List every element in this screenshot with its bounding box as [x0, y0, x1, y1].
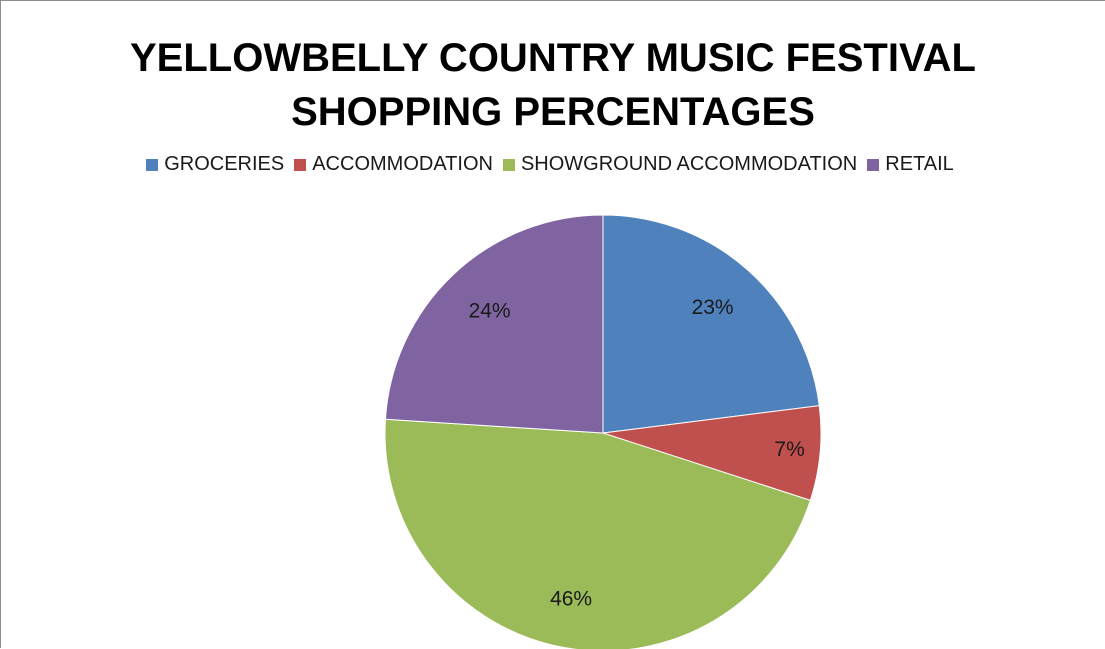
- legend-item-groceries: GROCERIES: [146, 153, 284, 176]
- chart-title: YELLOWBELLY COUNTRY MUSIC FESTIVAL SHOPP…: [0, 31, 1105, 139]
- chart-title-line-2: SHOPPING PERCENTAGES: [291, 90, 815, 134]
- legend-swatch-retail: [867, 158, 880, 171]
- legend-label-groceries: GROCERIES: [164, 153, 285, 175]
- legend-label-showground-accommodation: SHOWGROUND ACCOMMODATION: [520, 153, 858, 175]
- legend-item-showground-accommodation: SHOWGROUND ACCOMMODATION: [502, 153, 858, 176]
- legend-item-retail: RETAIL: [867, 153, 954, 176]
- chart-title-line-1: YELLOWBELLY COUNTRY MUSIC FESTIVAL: [130, 36, 976, 80]
- legend-swatch-groceries: [146, 158, 159, 171]
- data-label-accommodation: 7%: [774, 438, 804, 461]
- pie-data-labels: 23% 7% 46% 24%: [469, 296, 805, 610]
- legend-item-accommodation: ACCOMMODATION: [294, 153, 493, 176]
- legend-swatch-showground-accommodation: [502, 158, 515, 171]
- pie-slice-retail: [384, 214, 604, 434]
- pie-slice-showground-accommodation: [384, 418, 811, 649]
- legend-label-retail: RETAIL: [885, 153, 954, 175]
- pie-slices: [384, 214, 822, 649]
- data-label-groceries: 23%: [692, 296, 734, 319]
- data-label-retail: 24%: [469, 300, 511, 323]
- chart-legend: GROCERIES ACCOMMODATION SHOWGROUND ACCOM…: [0, 153, 1105, 176]
- legend-label-accommodation: ACCOMMODATION: [312, 153, 493, 175]
- data-label-showground-accommodation: 46%: [550, 588, 592, 611]
- pie-slice-groceries: [602, 214, 820, 434]
- legend-swatch-accommodation: [294, 158, 307, 171]
